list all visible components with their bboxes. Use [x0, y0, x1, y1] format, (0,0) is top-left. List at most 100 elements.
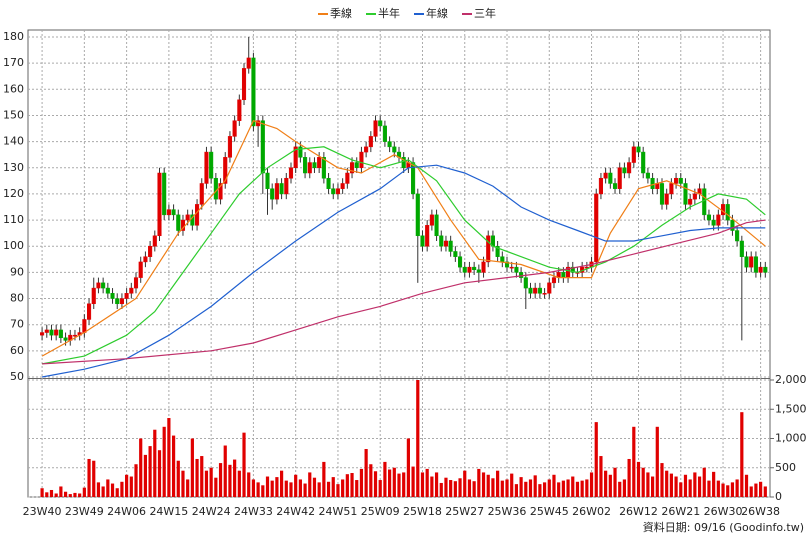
volume-bar [538, 484, 542, 497]
volume-bar [608, 474, 612, 497]
candle-body [129, 287, 134, 294]
candle-body [631, 146, 636, 163]
candle-body [650, 177, 655, 189]
legend-label: 年線 [426, 6, 448, 20]
volume-bar [646, 472, 650, 497]
volume-bar [688, 479, 692, 497]
volume-bar [162, 426, 166, 497]
y-tick-label: 170 [3, 56, 24, 69]
candle-body [227, 136, 232, 158]
volume-bar [458, 478, 462, 497]
candle-body [223, 157, 228, 184]
candle-body [209, 151, 214, 179]
candle-body [622, 167, 627, 174]
plot-frame [27, 29, 771, 498]
candle-body [519, 272, 524, 278]
y-tick-label: 120 [3, 187, 24, 200]
volume-bar [561, 480, 565, 497]
volume-bar [759, 481, 763, 497]
volume-bar [411, 466, 415, 497]
candle-body [368, 136, 373, 148]
volume-bar [392, 467, 396, 497]
volume-bar [730, 482, 735, 497]
volume-bar [49, 489, 54, 497]
legend: 季線 半年 年線 三年 [318, 6, 496, 20]
candle-body [49, 329, 54, 336]
volume-bar [650, 476, 655, 497]
candle-body [260, 120, 265, 174]
volume-bar [54, 493, 58, 497]
candle-body [706, 214, 711, 221]
x-tick-label: 23W40 [23, 505, 62, 518]
volume-bar [416, 380, 420, 497]
candle-body [547, 282, 552, 294]
candle-body [349, 162, 355, 174]
candle-body [382, 125, 387, 142]
volume-bar [641, 467, 645, 497]
volume-bar [627, 458, 631, 497]
volume-bar [341, 479, 345, 497]
y-tick-label: 100 [3, 239, 24, 252]
volume-bar [256, 482, 260, 497]
y2-tick-label: 1,000 [775, 432, 807, 445]
y-tick-label: 50 [10, 370, 24, 383]
volume-bar [359, 468, 364, 497]
candle-body [44, 329, 49, 333]
volume-bar [115, 488, 119, 497]
volume-bar [660, 463, 664, 497]
candle-body [523, 277, 528, 289]
volume-bar [402, 472, 406, 497]
volume-bar [632, 426, 636, 497]
legend-label: 半年 [378, 6, 400, 20]
candle-body [711, 219, 716, 226]
volume-bar [96, 482, 101, 497]
volume-bar [59, 486, 63, 497]
volume-bar [148, 446, 152, 497]
candle-body [434, 214, 439, 237]
candle-body [692, 193, 697, 200]
volume-bar [336, 484, 340, 497]
candle-body [91, 287, 96, 305]
candle-body [176, 214, 181, 231]
legend-label: 季線 [330, 6, 352, 20]
candle-body [758, 266, 763, 273]
candle-body [537, 287, 542, 294]
volume-bar [171, 435, 176, 497]
candle-body [265, 172, 270, 189]
volume-bar [589, 472, 594, 497]
volume-bar [186, 479, 190, 497]
volume-bar [683, 474, 688, 497]
candle-body [716, 214, 721, 226]
volume-bar [289, 482, 293, 497]
candle-body [317, 157, 322, 169]
candle-body [636, 146, 641, 153]
candle-body [425, 225, 430, 247]
volume-bar [125, 474, 129, 497]
candle-body [298, 146, 303, 158]
volume-bar [622, 479, 627, 497]
volume-bar [613, 467, 617, 497]
y2-tick-label: 500 [775, 461, 796, 474]
volume-bar [364, 449, 368, 497]
candle-body [664, 193, 669, 205]
volume-bar [707, 480, 711, 497]
candle-body [514, 266, 519, 273]
candle-body [241, 68, 247, 101]
candle-body [495, 245, 500, 257]
x-tick-label: 25W45 [530, 505, 569, 518]
ma-line [41, 164, 766, 378]
volume-bar [434, 472, 439, 497]
candle-body [500, 256, 505, 263]
volume-bar [308, 472, 312, 497]
candle-body [725, 204, 730, 221]
candle-body [270, 188, 275, 200]
volume-bar [463, 470, 467, 497]
candle-body [528, 287, 533, 294]
candle-body [335, 188, 340, 195]
y-tick-label: 140 [3, 135, 24, 148]
volume-bar [153, 429, 157, 497]
volume-bar [505, 479, 509, 497]
volume-bar [143, 454, 148, 497]
candle-body [420, 235, 425, 247]
volume-bar [712, 471, 716, 497]
